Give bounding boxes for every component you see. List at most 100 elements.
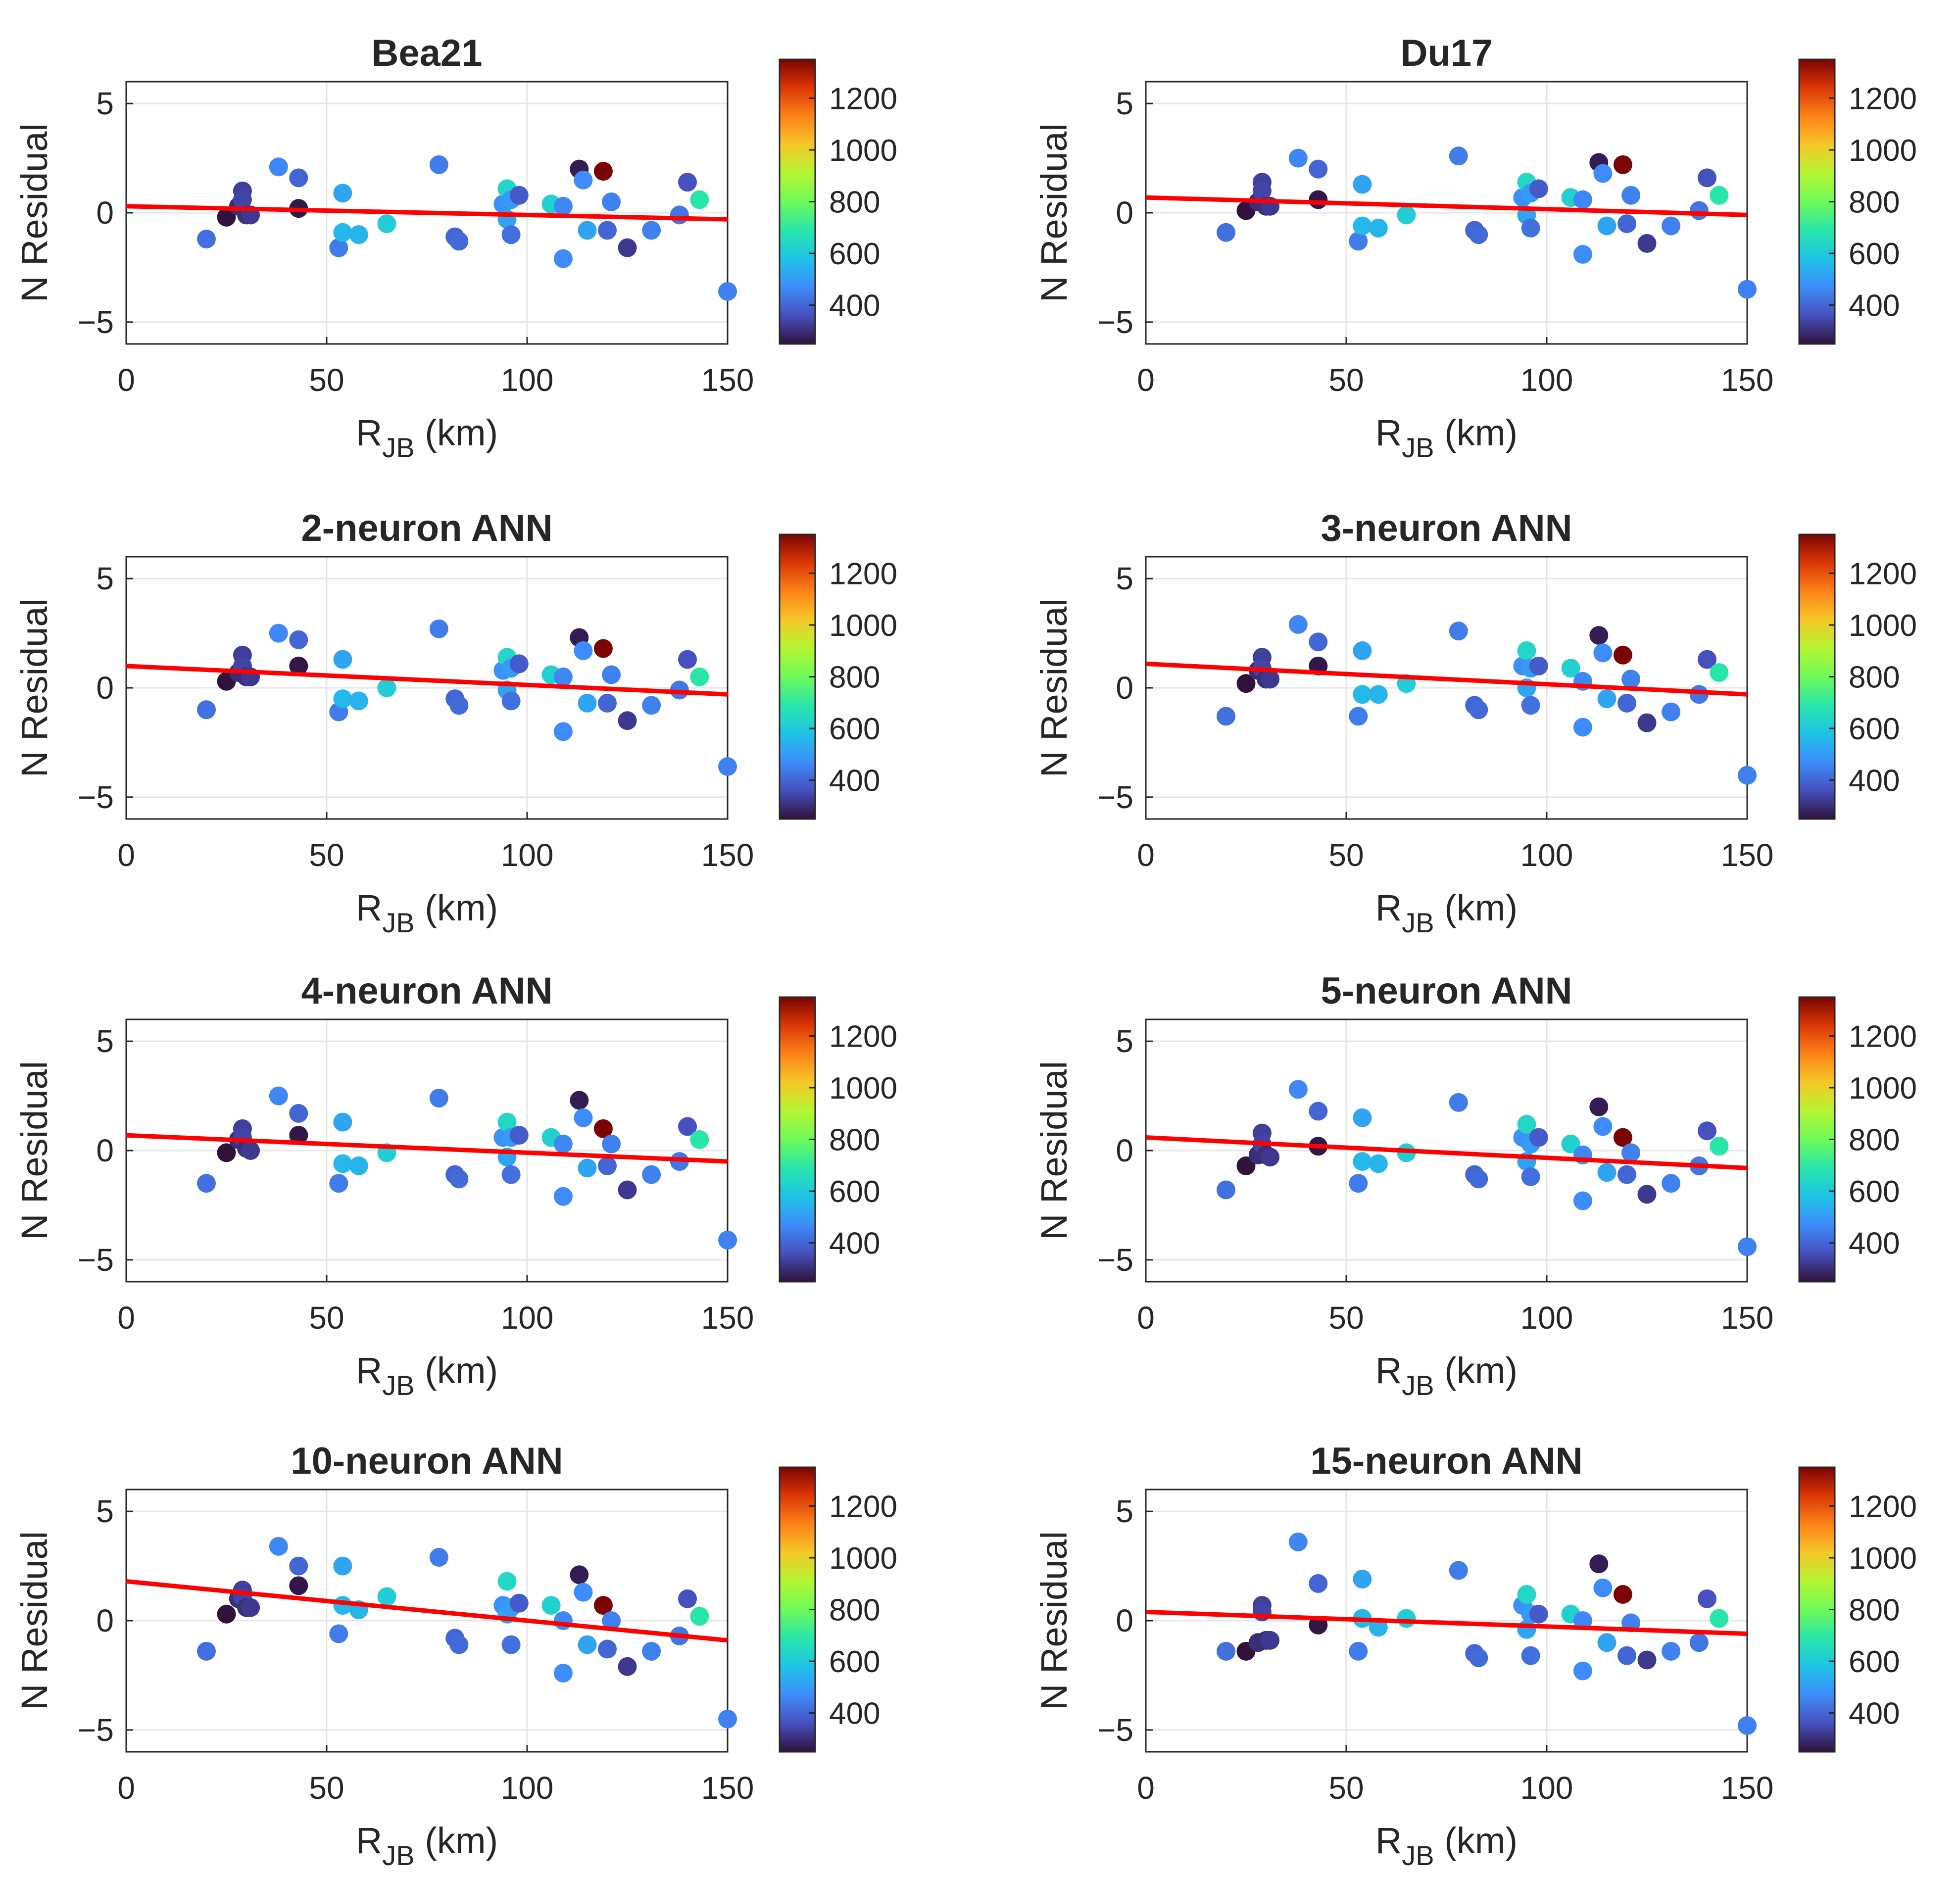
- panel-title: 15-neuron ANN: [1310, 1440, 1582, 1482]
- x-axis-label-main: R: [356, 887, 382, 928]
- data-point: [578, 221, 597, 240]
- data-point: [429, 1089, 448, 1107]
- data-point: [1288, 148, 1308, 168]
- data-point: [1349, 232, 1368, 251]
- panel-title: Du17: [1401, 32, 1493, 74]
- data-point: [1617, 1165, 1636, 1184]
- colorbar-tick-label: 1200: [829, 557, 897, 591]
- x-axis-label-subscript: JB: [1402, 432, 1434, 463]
- x-tick-label: 50: [309, 362, 344, 398]
- data-point: [241, 1598, 260, 1617]
- data-point: [1561, 1134, 1580, 1154]
- y-tick-label: −5: [1097, 779, 1133, 815]
- data-point: [618, 238, 637, 257]
- y-tick-label: 5: [96, 86, 114, 121]
- trend-line: [126, 1133, 728, 1164]
- x-tick-label: 50: [309, 837, 344, 873]
- data-point: [718, 757, 737, 776]
- data-point: [1593, 1578, 1613, 1597]
- data-point: [1617, 214, 1636, 234]
- data-point: [233, 190, 252, 209]
- data-point: [678, 1589, 697, 1608]
- colorbar-tick-label: 1000: [829, 1541, 897, 1576]
- y-tick-label: 0: [96, 195, 114, 231]
- data-point: [1288, 615, 1308, 634]
- data-point: [1738, 766, 1757, 785]
- colorbar-tick-label: 800: [829, 661, 880, 695]
- data-point: [1573, 1611, 1592, 1630]
- colorbar-tick-label: 800: [1849, 661, 1900, 695]
- y-tick-label: 0: [1116, 1133, 1133, 1168]
- x-tick-label: 0: [1137, 362, 1155, 398]
- data-point: [1469, 700, 1488, 720]
- trend-line: [1145, 1609, 1748, 1636]
- data-point: [718, 1709, 737, 1729]
- data-point: [578, 1635, 597, 1654]
- data-point: [1521, 1646, 1540, 1665]
- data-point: [1662, 1174, 1681, 1193]
- panel-title: 2-neuron ANN: [301, 507, 552, 549]
- data-point: [1637, 713, 1657, 732]
- x-axis-label-main: R: [1375, 1820, 1402, 1861]
- data-point: [1662, 1641, 1681, 1661]
- data-point: [329, 238, 348, 257]
- data-point: [377, 214, 396, 234]
- x-axis-label: RJB (km): [1375, 1350, 1518, 1401]
- data-point: [1617, 693, 1636, 713]
- y-axis-label: N Residual: [1033, 123, 1075, 302]
- colorbar-tick-label: 1000: [1849, 1541, 1917, 1576]
- panel-title: Bea21: [372, 32, 483, 74]
- data-point: [1309, 159, 1328, 179]
- x-tick-label: 150: [1721, 1770, 1774, 1806]
- colorbar-tick-label: 600: [1849, 1175, 1900, 1209]
- data-point: [1593, 1117, 1613, 1136]
- data-point: [1353, 685, 1372, 704]
- trend-line: [126, 1579, 728, 1643]
- x-axis-label-main: R: [1375, 1350, 1402, 1391]
- y-tick-label: −5: [78, 779, 114, 815]
- y-axis-label: N Residual: [14, 123, 55, 302]
- colorbar-tick-label: 800: [829, 186, 880, 220]
- y-tick-label: 5: [1116, 561, 1133, 596]
- data-point: [1236, 674, 1256, 693]
- data-point: [1521, 696, 1540, 715]
- y-tick-label: −5: [1097, 1242, 1133, 1278]
- data-point: [449, 696, 469, 715]
- colorbar: [779, 1466, 816, 1753]
- data-point: [289, 1126, 308, 1145]
- data-point: [1469, 225, 1488, 244]
- data-point: [1309, 632, 1328, 652]
- data-point: [289, 630, 308, 649]
- trend-line: [1145, 195, 1748, 217]
- colorbar-tick-label: 800: [829, 1123, 880, 1157]
- x-axis-label-unit: (km): [415, 887, 498, 928]
- data-point: [1710, 1137, 1729, 1156]
- x-tick-label: 150: [701, 837, 754, 873]
- data-point: [1738, 1716, 1757, 1735]
- x-axis-label-subscript: JB: [382, 907, 414, 938]
- data-point: [1449, 1561, 1468, 1580]
- x-tick-label: 0: [117, 837, 135, 873]
- data-point: [1353, 216, 1372, 236]
- colorbar-tick-label: 600: [1849, 237, 1900, 271]
- y-axis-label: N Residual: [14, 1531, 55, 1710]
- data-point: [1517, 641, 1536, 660]
- data-point: [1252, 181, 1272, 200]
- data-point: [1637, 234, 1657, 253]
- data-point: [449, 232, 469, 251]
- data-point: [269, 157, 288, 177]
- data-point: [501, 691, 521, 711]
- y-tick-label: 0: [96, 1133, 114, 1168]
- x-tick-label: 50: [1328, 1770, 1364, 1806]
- data-point: [1710, 663, 1729, 682]
- data-point: [1353, 1570, 1372, 1589]
- colorbar-tick-label: 1200: [1849, 1490, 1917, 1524]
- x-tick-label: 0: [1137, 1770, 1155, 1806]
- y-axis-label: N Residual: [1033, 598, 1075, 777]
- x-axis-label: RJB (km): [1375, 412, 1518, 463]
- data-point: [1698, 650, 1716, 669]
